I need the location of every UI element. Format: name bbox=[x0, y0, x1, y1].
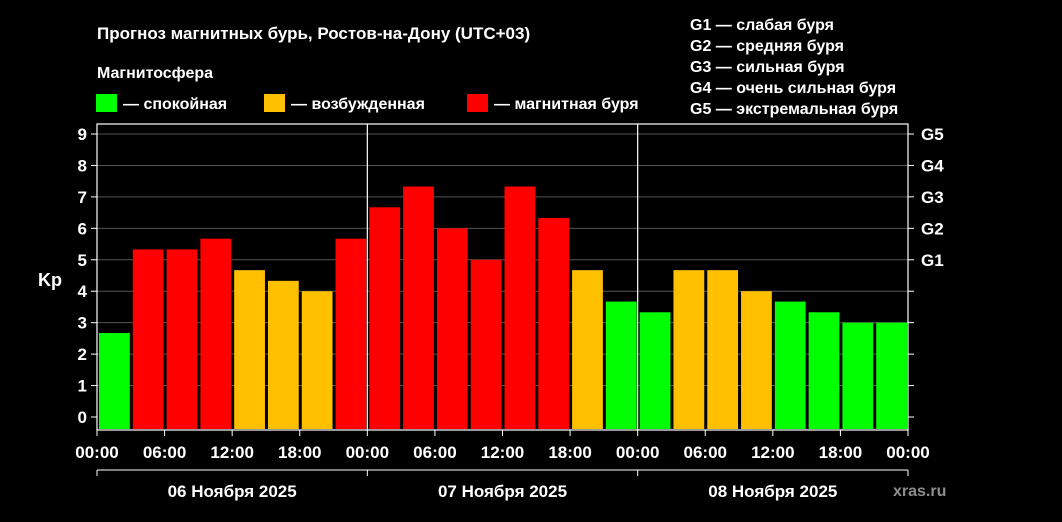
y-tick-label-2: 2 bbox=[78, 345, 87, 364]
legend: — спокойная — возбужденная — магнитная б… bbox=[96, 94, 639, 113]
y-tick-label-9: 9 bbox=[78, 125, 87, 144]
y-tick-label-7: 7 bbox=[78, 188, 87, 207]
storm-scale-g3: G3 — сильная буря bbox=[690, 59, 845, 76]
bar-19 bbox=[741, 291, 772, 429]
y-tick-label-5: 5 bbox=[78, 251, 87, 270]
gridlines bbox=[97, 133, 908, 387]
x-tick-label-1: 06:00 bbox=[143, 443, 186, 462]
bar-21 bbox=[808, 312, 840, 429]
bar-14 bbox=[572, 270, 603, 429]
x-tick-label-7: 18:00 bbox=[548, 443, 591, 462]
storm-scale-g4: G4 — очень сильная буря bbox=[690, 80, 896, 97]
legend-label-excited: — возбужденная bbox=[291, 96, 425, 113]
right-tick-label-G2: G2 bbox=[921, 219, 944, 238]
bar-13 bbox=[538, 217, 570, 429]
bar-15 bbox=[605, 301, 637, 429]
x-tick-label-3: 18:00 bbox=[278, 443, 321, 462]
x-tick-label-6: 12:00 bbox=[481, 443, 524, 462]
watermark: xras.ru bbox=[893, 483, 946, 500]
x-tick-label-4: 00:00 bbox=[346, 443, 389, 462]
legend-swatch-storm bbox=[467, 94, 488, 112]
bar-12 bbox=[504, 186, 536, 429]
right-tick-label-G3: G3 bbox=[921, 188, 944, 207]
day-label-2: 08 Ноября 2025 bbox=[708, 482, 837, 501]
storm-scale-g1: G1 — слабая буря bbox=[690, 17, 834, 34]
x-tick-label-2: 12:00 bbox=[210, 443, 253, 462]
bar-3 bbox=[200, 238, 232, 429]
bar-18 bbox=[707, 270, 739, 429]
chart-title: Прогноз магнитных бурь, Ростов-на-Дону (… bbox=[97, 24, 530, 43]
bar-16 bbox=[639, 312, 671, 429]
x-tick-label-0: 00:00 bbox=[75, 443, 118, 462]
x-tick-label-8: 00:00 bbox=[616, 443, 659, 462]
bars bbox=[99, 186, 907, 429]
bar-0 bbox=[99, 333, 130, 429]
y-tick-label-6: 6 bbox=[78, 219, 87, 238]
bar-23 bbox=[876, 322, 907, 429]
x-tick-label-9: 06:00 bbox=[684, 443, 727, 462]
y-tick-label-3: 3 bbox=[78, 314, 87, 333]
bar-9 bbox=[403, 186, 434, 429]
x-tick-label-12: 00:00 bbox=[886, 443, 929, 462]
bar-4 bbox=[234, 270, 265, 429]
y-tick-label-1: 1 bbox=[78, 377, 87, 396]
storm-scale-legend: G1 — слабая буря G2 — средняя буря G3 — … bbox=[690, 17, 898, 118]
bar-2 bbox=[166, 249, 198, 429]
bar-20 bbox=[774, 301, 806, 429]
bar-8 bbox=[369, 207, 401, 429]
bar-6 bbox=[301, 291, 333, 429]
y-tick-labels: 0 1 2 3 4 5 6 7 8 9 bbox=[78, 125, 914, 427]
x-tick-label-11: 18:00 bbox=[819, 443, 862, 462]
bar-11 bbox=[470, 259, 502, 429]
bar-22 bbox=[842, 322, 874, 429]
legend-swatch-excited bbox=[264, 94, 285, 112]
right-tick-label-G4: G4 bbox=[921, 156, 944, 175]
bar-1 bbox=[132, 249, 164, 429]
storm-scale-g5: G5 — экстремальная буря bbox=[690, 101, 898, 118]
right-tick-label-G1: G1 bbox=[921, 251, 944, 270]
x-tick-labels: 00:00 06:00 12:00 18:00 00:00 06:00 12:00 18:00… bbox=[75, 430, 930, 462]
y-tick-label-8: 8 bbox=[78, 156, 87, 175]
bar-7 bbox=[335, 238, 367, 429]
right-tick-label-G5: G5 bbox=[921, 125, 944, 144]
y-tick-label-0: 0 bbox=[78, 408, 87, 427]
storm-scale-g2: G2 — средняя буря bbox=[690, 38, 844, 55]
bar-5 bbox=[267, 280, 299, 429]
day-label-0: 06 Ноября 2025 bbox=[168, 482, 297, 501]
legend-label-calm: — спокойная bbox=[123, 96, 227, 113]
y-tick-label-4: 4 bbox=[78, 282, 88, 301]
right-tick-labels: G1 G2 G3 G4 G5 bbox=[921, 125, 944, 270]
legend-label-storm: — магнитная буря bbox=[494, 96, 639, 113]
legend-title: Магнитосфера bbox=[97, 65, 213, 82]
bar-10 bbox=[436, 228, 468, 429]
x-tick-label-5: 06:00 bbox=[413, 443, 456, 462]
day-label-1: 07 Ноября 2025 bbox=[438, 482, 567, 501]
day-labels: 06 Ноября 2025 07 Ноября 2025 08 Ноября 20… bbox=[96, 469, 909, 501]
legend-swatch-calm bbox=[96, 94, 117, 112]
x-tick-label-10: 12:00 bbox=[751, 443, 794, 462]
bar-17 bbox=[673, 270, 705, 429]
y-axis-label: Kp bbox=[38, 270, 62, 290]
